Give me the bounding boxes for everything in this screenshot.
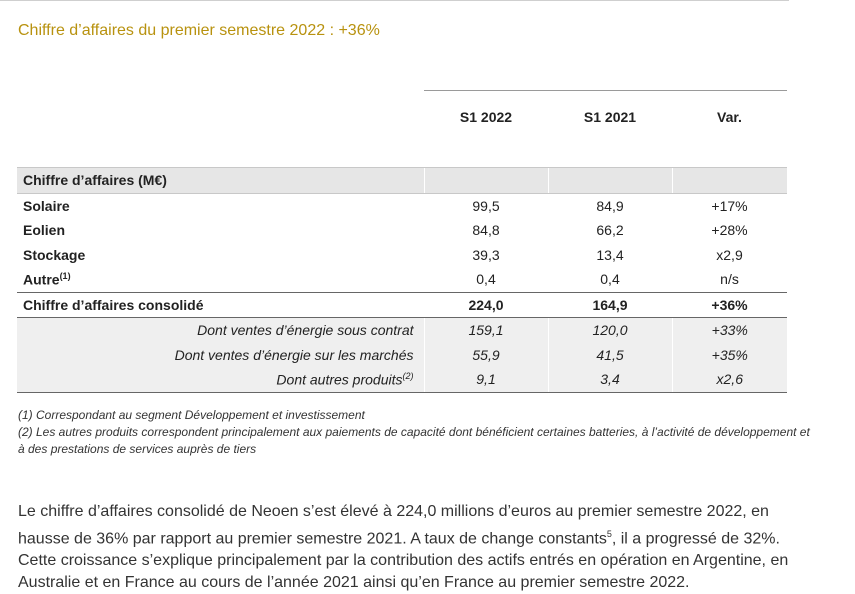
total-s1-2021: 164,9 [548,291,672,318]
total-row: Chiffre d’affaires consolidé 224,0 164,9… [17,291,787,318]
cell-s1-2022: 84,8 [472,222,500,239]
table-row: Autre(1) 0,4 0,4 n/s [17,267,787,292]
cell-var: n/s [720,271,739,288]
footnote-2: (2) Les autres produits correspondent pr… [18,425,810,456]
cell-var: x2,9 [716,246,743,263]
sub-row-label: Dont ventes d’énergie sur les marchés [17,342,424,367]
sub-cell-s1-2022: 159,1 [423,317,548,343]
sub-row-label: Dont autres produits(2) [17,367,424,393]
cell-var: +17% [711,197,748,214]
cell-s1-2022: 0,4 [476,271,496,288]
sub-cell-var: x2,6 [671,367,787,393]
sub-row: Dont ventes d’énergie sur les marchés 55… [17,342,787,367]
sub-row: Dont ventes d’énergie sous contrat 159,1… [17,317,787,343]
body-paragraph: Le chiffre d’affaires consolidé de Neoen… [18,503,789,592]
sub-row-label: Dont ventes d’énergie sous contrat [17,317,424,343]
cell-var: +28% [711,222,748,239]
footnotes: (1) Correspondant au segment Développeme… [18,407,818,458]
footnote-1: (1) Correspondant au segment Développeme… [18,408,365,422]
sub-cell-s1-2021: 3,4 [547,367,672,393]
section-header-row: Chiffre d’affaires (M€) [17,167,787,194]
section-label: Chiffre d’affaires (M€) [17,167,424,194]
footnote-marker: 5 [606,529,612,539]
revenue-table: S1 2022 S1 2021 Var. Chiffre d’affaires … [17,90,787,393]
cell-s1-2021: 66,2 [596,222,624,239]
sub-cell-s1-2022: 9,1 [423,367,548,393]
footnote-marker: (2) [402,370,414,381]
column-header-var: Var. [672,90,787,143]
footnote-marker: (1) [59,270,71,281]
sub-cell-s1-2021: 41,5 [547,342,672,367]
column-header-s1-2022: S1 2022 [424,90,548,143]
cell-s1-2022: 99,5 [472,197,500,214]
sub-row: Dont autres produits(2) 9,1 3,4 x2,6 [17,367,787,393]
total-s1-2022: 224,0 [424,291,548,318]
row-label: Eolien [23,222,66,239]
row-label: Stockage [23,246,86,263]
sub-cell-var: +33% [671,317,787,343]
table-row: Solaire 99,5 84,9 +17% [17,193,787,218]
page-title: Chiffre d’affaires du premier semestre 2… [18,22,380,39]
column-header-s1-2021: S1 2021 [548,90,672,143]
cell-s1-2021: 0,4 [600,271,620,288]
cell-s1-2021: 84,9 [596,197,624,214]
cell-s1-2021: 13,4 [596,246,624,263]
row-label: Solaire [23,197,70,214]
row-label: Autre(1) [23,270,71,288]
table-header-row: S1 2022 S1 2021 Var. [17,90,787,143]
sub-cell-s1-2021: 120,0 [547,317,672,343]
table-row: Eolien 84,8 66,2 +28% [17,218,787,243]
sub-cell-var: +35% [671,342,787,367]
cell-s1-2022: 39,3 [472,246,500,263]
table-row: Stockage 39,3 13,4 x2,9 [17,243,787,268]
top-divider [0,0,789,1]
total-var: +36% [672,291,787,318]
total-label: Chiffre d’affaires consolidé [17,291,424,318]
sub-cell-s1-2022: 55,9 [423,342,548,367]
